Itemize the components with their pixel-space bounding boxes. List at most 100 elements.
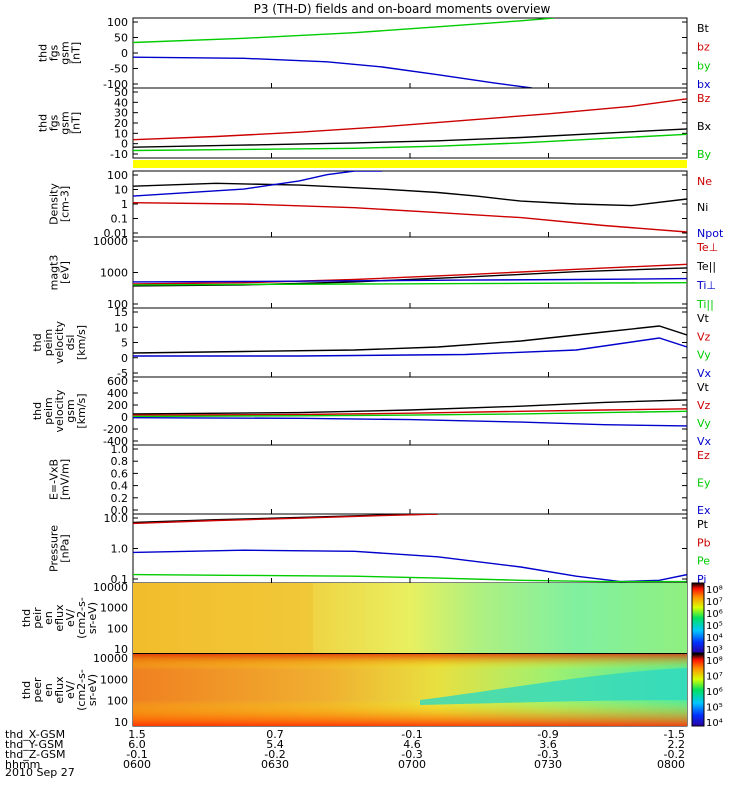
y-axis-label: en <box>42 683 55 697</box>
x-axis-row-label: thd_Z-GSM <box>5 748 65 761</box>
legend-entry: bz <box>697 41 710 54</box>
y-axis-label: magt3 <box>48 255 61 291</box>
y-axis-label: eV/ <box>64 681 77 699</box>
y-tick-label: 1000 <box>100 673 128 686</box>
y-axis-label: gsm <box>59 111 72 134</box>
legend-entry: Pe <box>697 555 710 568</box>
y-axis-label: [nPa] <box>59 534 72 562</box>
y-tick-label: 10 <box>114 643 128 656</box>
y-axis-label: thd <box>37 114 50 132</box>
x-tick-label: 0800 <box>657 758 685 771</box>
y-axis-label: [nT] <box>70 42 83 64</box>
y-tick-label: -100 <box>103 78 128 91</box>
series-line <box>133 514 438 525</box>
y-tick-label: -400 <box>103 435 128 448</box>
legend-entry: Vx <box>697 435 712 448</box>
y-tick-label: 0.6 <box>111 467 129 480</box>
y-tick-label: 0.01 <box>104 227 129 240</box>
x-tick-label: 1.5 <box>128 728 146 741</box>
panel-frame <box>132 444 688 515</box>
legend-entry: By <box>697 148 712 161</box>
legend-entry: Ti|| <box>696 298 714 311</box>
y-axis-label: E=-VxB <box>48 459 61 500</box>
legend-entry: Ni <box>697 201 708 214</box>
y-tick-label: 0.1 <box>111 573 129 586</box>
y-tick-label: 200 <box>107 399 128 412</box>
x-tick-label: 0.7 <box>266 728 284 741</box>
x-axis-labels: thd_X-GSM 1.5 0.7 -0.1 -0.9 -1.5 thd_Y-GSM 6.0 5… <box>5 728 685 771</box>
colorbar-label: 10⁵ <box>706 621 723 632</box>
y-axis-label: Density <box>48 183 61 225</box>
y-axis-label: velocity <box>53 389 66 432</box>
y-tick-label: 0 <box>121 138 128 151</box>
legend-entry: Vx <box>697 367 712 380</box>
y-tick-label: 0.2 <box>111 492 129 505</box>
series-line <box>133 417 687 427</box>
x-tick-label: 0630 <box>261 758 289 771</box>
y-tick-label: 100 <box>107 695 128 708</box>
y-axis-label: peir <box>31 607 44 629</box>
y-axis-label: [mV/m] <box>59 459 72 500</box>
colorbar-label: 10⁷ <box>706 597 723 608</box>
series-line <box>133 337 687 357</box>
panels: 100500-50-100thdfgsgsm[nT]Btbzbybx504030… <box>20 16 724 729</box>
series-line <box>133 325 687 354</box>
y-axis-label: [eV] <box>59 261 72 284</box>
y-axis-label: dsl <box>64 335 77 351</box>
y-axis-label: eflux <box>53 676 66 704</box>
ion-colorbar <box>691 582 705 654</box>
y-tick-label: 0.4 <box>111 480 129 493</box>
legend-entry: Te⊥ <box>696 241 718 254</box>
y-tick-label: 40 <box>114 96 128 109</box>
series-line <box>133 573 687 583</box>
date-label: 2010 Sep 27 <box>5 766 75 779</box>
legend-entry: Te|| <box>696 260 716 273</box>
y-tick-label: -5 <box>117 367 128 380</box>
y-tick-label: 1.0 <box>111 543 129 556</box>
y-tick-label: 0 <box>121 47 128 60</box>
y-tick-label: 50 <box>114 32 128 45</box>
x-tick-label: -0.3 <box>537 748 558 761</box>
y-tick-label: 10 <box>114 716 128 729</box>
electron-spectrogram-image <box>133 654 687 726</box>
y-tick-label: 10 <box>114 321 128 334</box>
yellow-band <box>133 160 687 168</box>
y-tick-label: -50 <box>110 63 128 76</box>
colorbar-label: 10⁴ <box>706 718 723 729</box>
x-tick-label: 5.4 <box>266 738 284 751</box>
legend-entry: Vt <box>697 312 710 325</box>
y-tick-label: 30 <box>114 107 128 120</box>
x-tick-label: -0.9 <box>537 728 558 741</box>
series-line <box>133 133 687 152</box>
y-axis-label: eV/ <box>64 609 77 627</box>
series-line <box>133 277 687 283</box>
legend-entry: Vz <box>697 330 711 343</box>
y-axis-label: eflux <box>53 604 66 632</box>
y-axis-label: fgs <box>48 114 61 131</box>
y-tick-label: 100 <box>107 169 128 182</box>
panel-efield: 1.00.80.60.40.20.0 E=-VxB[mV/m] Ez Ey Ex <box>48 443 711 517</box>
y-tick-label: 10000 <box>93 235 128 248</box>
legend-entry: Bt <box>697 22 710 35</box>
y-axis-label: velocity <box>53 321 66 364</box>
series-line <box>133 171 383 197</box>
y-tick-label: 0.8 <box>111 455 129 468</box>
x-tick-label: 2.2 <box>668 738 686 751</box>
legend-entry: Vz <box>697 399 711 412</box>
panel-temperature: 10000 1000 100 magt3[eV] Te⊥ Te|| Ti⊥ Ti|| <box>48 235 719 311</box>
y-tick-label: 1 <box>121 198 128 211</box>
legend-entry: Ey <box>697 477 711 490</box>
y-tick-label: 15 <box>114 306 128 319</box>
y-tick-label: 600 <box>107 375 128 388</box>
legend-entry: Vt <box>697 381 710 394</box>
y-axis-label: gsm <box>64 399 77 422</box>
y-tick-label: 10000 <box>93 581 128 594</box>
y-tick-label: 1000 <box>100 602 128 615</box>
x-axis-row-label: hhmm <box>5 758 40 771</box>
y-axis-label: Pressure <box>48 525 61 572</box>
x-tick-label: 0700 <box>398 758 426 771</box>
